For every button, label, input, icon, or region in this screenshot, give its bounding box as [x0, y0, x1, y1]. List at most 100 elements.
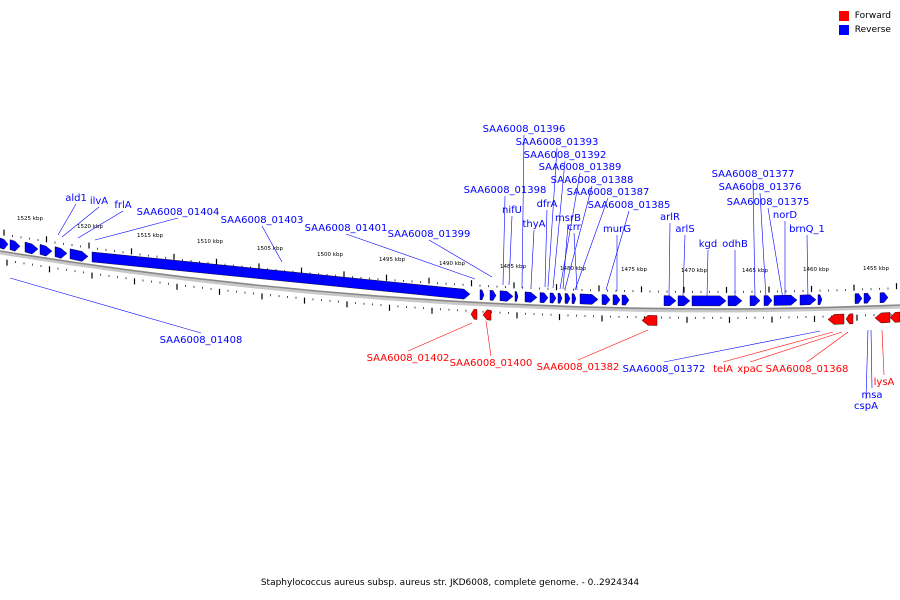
gene-label[interactable]: xpaC — [737, 364, 762, 375]
gene-leader-line — [682, 234, 686, 297]
gene-label[interactable]: telA — [713, 364, 733, 375]
reverse-gene-arrow[interactable] — [24, 241, 39, 255]
gene-label[interactable]: SAA6008_01399 — [388, 229, 471, 240]
gene-label[interactable]: SAA6008_01372 — [623, 364, 706, 375]
reverse-gene-arrow[interactable] — [854, 293, 863, 304]
gene-label[interactable]: frlA — [114, 200, 131, 211]
gene-label[interactable]: SAA6008_01401 — [305, 223, 388, 234]
gene-label[interactable]: SAA6008_01408 — [160, 335, 243, 346]
gene-label[interactable]: SAA6008_01402 — [367, 353, 450, 364]
reverse-gene-arrow[interactable] — [91, 251, 471, 300]
gene-leader-line — [485, 320, 492, 357]
reverse-gene-arrow[interactable] — [612, 294, 621, 306]
gene-label[interactable]: arlR — [660, 212, 680, 223]
gene-label[interactable]: msrB — [555, 213, 581, 224]
reverse-gene-arrow[interactable] — [557, 292, 563, 304]
gene-label[interactable]: odhB — [722, 239, 748, 250]
reverse-gene-arrow[interactable] — [677, 295, 691, 307]
gene-leader-line — [61, 206, 100, 238]
gene-label[interactable]: thyA — [522, 219, 545, 230]
reverse-gene-arrow[interactable] — [749, 295, 761, 306]
gene-leader-line — [605, 210, 630, 291]
gene-leader-line — [767, 207, 784, 300]
reverse-gene-arrow[interactable] — [514, 291, 519, 302]
gene-label[interactable]: SAA6008_01403 — [221, 215, 304, 226]
reverse-gene-arrow[interactable] — [571, 293, 577, 304]
gene-label[interactable]: dfrA — [537, 199, 558, 210]
gene-label[interactable]: SAA6008_01385 — [588, 200, 671, 211]
reverse-gene-arrow[interactable] — [524, 291, 538, 303]
reverse-gene-arrow[interactable] — [539, 292, 549, 303]
gene-label[interactable]: lysA — [874, 377, 895, 388]
legend-item-forward[interactable]: Forward — [838, 9, 891, 23]
reverse-gene-arrow[interactable] — [549, 292, 557, 304]
reverse-gene-arrow[interactable] — [879, 292, 889, 304]
reverse-gene-arrow[interactable] — [54, 246, 68, 259]
scale-tick-label: 1470 kbp — [681, 268, 707, 274]
reverse-gene-arrow[interactable] — [817, 294, 823, 305]
reverse-gene-arrow[interactable] — [663, 295, 677, 306]
reverse-gene-arrow[interactable] — [9, 239, 21, 252]
forward-gene-arrow[interactable] — [845, 313, 854, 325]
gene-leader-line — [806, 331, 849, 363]
forward-gene-arrow[interactable] — [889, 311, 900, 323]
gene-label[interactable]: murG — [603, 224, 631, 235]
gene-label[interactable]: SAA6008_01375 — [727, 197, 810, 208]
reverse-gene-arrow[interactable] — [579, 293, 599, 305]
gene-label[interactable]: SAA6008_01377 — [712, 169, 795, 180]
reverse-gene-arrow[interactable] — [489, 289, 497, 301]
label-layer: ald1 ilvA frlASAA6008_01404SAA6008_01403SA… — [9, 124, 895, 412]
reverse-gene-arrow[interactable] — [621, 294, 630, 306]
reverse-gene-arrow[interactable] — [499, 290, 514, 302]
gene-label[interactable]: SAA6008_01396 — [483, 124, 566, 135]
gene-label[interactable]: SAA6008_01389 — [539, 162, 622, 173]
reverse-gene-arrow[interactable] — [0, 237, 9, 250]
scale-tick-label: 1475 kbp — [621, 267, 647, 273]
gene-label[interactable]: SAA6008_01387 — [567, 187, 650, 198]
gene-label[interactable]: norD — [773, 210, 798, 221]
forward-gene-arrow[interactable] — [482, 309, 492, 321]
gene-label[interactable]: brnQ_1 — [789, 224, 825, 235]
gene-leader-line — [407, 322, 473, 352]
gene-label[interactable]: SAA6008_01400 — [450, 358, 533, 369]
reverse-gene-arrow[interactable] — [39, 244, 53, 257]
reverse-gene-arrow[interactable] — [773, 294, 798, 306]
gene-label[interactable]: ald1 — [65, 193, 87, 204]
forward-gene-arrow[interactable] — [470, 308, 478, 320]
reverse-gene-arrow[interactable] — [601, 294, 611, 305]
gene-leader-line — [577, 329, 649, 361]
legend-item-reverse[interactable]: Reverse — [838, 23, 891, 37]
reverse-gene-arrow[interactable] — [691, 295, 727, 307]
gene-leader-line — [722, 331, 834, 363]
reverse-gene-arrow[interactable] — [479, 289, 485, 301]
gene-label[interactable]: SAA6008_01388 — [551, 175, 634, 186]
gene-label[interactable]: msa — [861, 390, 882, 401]
gene-label[interactable]: SAA6008_01368 — [766, 364, 849, 375]
gene-leader-line — [94, 217, 179, 241]
reverse-gene-arrow[interactable] — [69, 248, 89, 262]
gene-label[interactable]: nifU — [502, 205, 522, 216]
reverse-gene-arrow[interactable] — [564, 293, 571, 304]
forward-gene-arrow[interactable] — [827, 313, 845, 325]
scale-tick-label: 1525 kbp — [17, 216, 43, 222]
forward-gene-arrow[interactable] — [641, 315, 658, 326]
scale-tick-label: 1490 kbp — [439, 261, 465, 267]
gene-label[interactable]: crr — [567, 222, 581, 233]
gene-label[interactable]: ilvA — [90, 196, 108, 207]
gene-label[interactable]: SAA6008_01382 — [537, 362, 620, 373]
gene-label[interactable]: SAA6008_01404 — [137, 207, 220, 218]
gene-label[interactable]: SAA6008_01398 — [464, 185, 547, 196]
forward-gene-arrow[interactable] — [874, 312, 891, 324]
gene-label[interactable]: cspA — [854, 401, 878, 412]
gene-label[interactable]: arlS — [675, 224, 694, 235]
reverse-swatch — [838, 25, 849, 35]
reverse-gene-arrow[interactable] — [863, 292, 872, 304]
reverse-gene-arrow[interactable] — [763, 295, 773, 306]
gene-label[interactable]: kgd — [699, 239, 718, 250]
gene-label[interactable]: SAA6008_01392 — [524, 150, 607, 161]
gene-leader-line — [261, 225, 283, 263]
gene-label[interactable]: SAA6008_01393 — [516, 137, 599, 148]
reverse-gene-arrow[interactable] — [727, 295, 743, 307]
gene-label[interactable]: SAA6008_01376 — [719, 182, 802, 193]
